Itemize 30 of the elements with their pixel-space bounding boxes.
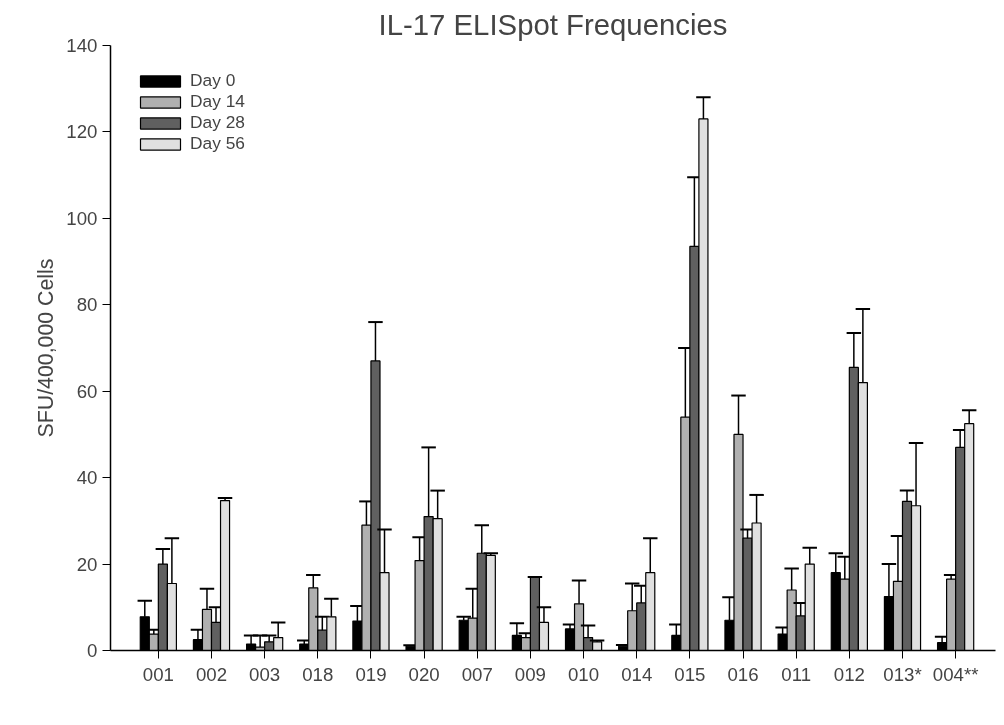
- y-tick-label: 140: [66, 35, 98, 56]
- x-tick-label: 016: [727, 663, 759, 685]
- x-tick-label: 003: [249, 663, 281, 685]
- x-tick-label: 010: [568, 663, 600, 685]
- y-tick-label: 80: [76, 294, 98, 316]
- x-tick-label: 004**: [932, 663, 979, 685]
- x-tick-label: 012: [833, 663, 865, 685]
- x-tick-label: 002: [195, 663, 228, 685]
- x-tick-label: 001: [142, 663, 174, 685]
- x-tick-label: 011: [781, 663, 812, 685]
- x-tick-label: 013*: [883, 663, 922, 685]
- y-tick-label: 20: [76, 553, 98, 575]
- y-tick-label: 60: [76, 380, 98, 402]
- x-tick-label: 009: [514, 663, 546, 685]
- x-tick-label: 015: [674, 663, 706, 685]
- y-tick-label: 0: [87, 640, 98, 661]
- y-axis-title: SFU/400,000 Cells: [34, 258, 59, 438]
- chart-title: IL-17 ELISpot Frequencies: [378, 7, 728, 41]
- x-tick-label: 018: [302, 663, 334, 685]
- y-tick-label: 100: [66, 207, 98, 229]
- y-tick-label: 120: [66, 121, 98, 143]
- legend-label: Day 0: [190, 70, 236, 91]
- x-tick-label: 019: [355, 663, 387, 685]
- legend-label: Day 56: [190, 133, 245, 154]
- x-tick-label: 014: [621, 663, 653, 685]
- x-tick-label: 020: [408, 663, 440, 685]
- legend-label: Day 14: [190, 91, 245, 112]
- y-tick-label: 40: [76, 467, 98, 489]
- legend-label: Day 28: [190, 112, 245, 133]
- x-tick-label: 007: [461, 663, 493, 685]
